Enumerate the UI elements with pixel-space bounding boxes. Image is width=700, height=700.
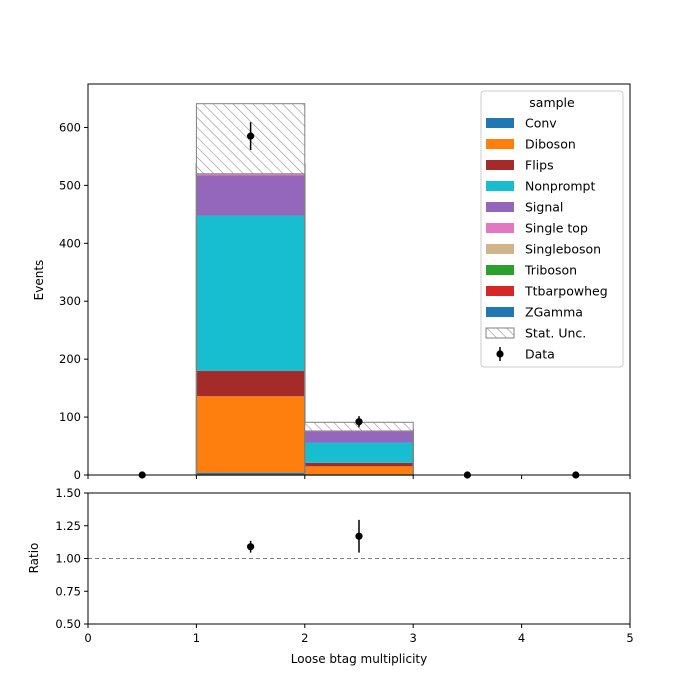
main-plot-frame xyxy=(87,83,631,476)
ratio-y-tick-label-0.50: 0.50 xyxy=(55,617,81,631)
legend-label-diboson: Diboson xyxy=(525,137,576,152)
main-y-tick-label-100: 100 xyxy=(59,410,81,424)
legend-label-ttbarpowheg: Ttbarpowheg xyxy=(524,284,608,299)
legend-label-nonprompt: Nonprompt xyxy=(525,179,595,194)
bar-conv-bin-1 xyxy=(196,472,305,475)
legend: sample Conv Diboson Flips Nonprompt Signal Si… xyxy=(480,90,624,368)
data-points-layer xyxy=(138,122,580,479)
legend-swatch-signal xyxy=(486,202,514,212)
main-y-axis: 0 100 200 300 400 500 600 xyxy=(59,120,88,482)
ratio-y-axis: 0.50 0.75 1.00 1.25 1.50 xyxy=(55,486,88,631)
legend-label-zgamma: ZGamma xyxy=(525,305,583,320)
bar-single-top-bin-1 xyxy=(196,174,305,176)
bar-diboson-bin-2 xyxy=(304,466,414,475)
ratio-point-1 xyxy=(355,532,363,540)
bar-nonprompt-bin-2 xyxy=(304,442,414,463)
x-tick-label-5: 5 xyxy=(626,631,633,645)
main-y-tick-label-400: 400 xyxy=(59,236,81,250)
legend-swatch-zgamma xyxy=(486,307,514,317)
legend-label-signal: Signal xyxy=(525,200,563,215)
ratio-y-tick-label-1.25: 1.25 xyxy=(55,519,81,533)
legend-label-flips: Flips xyxy=(525,158,554,173)
main-y-tick-label-600: 600 xyxy=(59,120,81,134)
legend-swatch-diboson xyxy=(486,139,514,149)
bar-signal-bin-1 xyxy=(196,175,305,216)
bar-diboson-bin-1 xyxy=(196,396,305,473)
bar-flips-bin-1 xyxy=(196,370,305,397)
bar-signal-bin-2 xyxy=(304,431,414,443)
ratio-points-layer xyxy=(247,519,363,553)
x-axis-label: Loose btag multiplicity xyxy=(291,652,427,666)
x-tick-label-0: 0 xyxy=(84,631,91,645)
legend-label-triboson: Triboson xyxy=(524,263,577,278)
data-point-2 xyxy=(355,418,363,426)
main-y-tick-label-0: 0 xyxy=(74,468,81,482)
main-x-axis-ticks xyxy=(87,475,631,479)
main-y-axis-label: Events xyxy=(32,260,46,301)
legend-swatch-stat-unc xyxy=(485,327,515,339)
legend-swatch-triboson xyxy=(486,265,514,275)
legend-swatch-single-top xyxy=(486,223,514,233)
legend-swatch-ttbarpowheg xyxy=(486,286,514,296)
ratio-y-tick-label-1.50: 1.50 xyxy=(55,486,81,500)
ratio-y-tick-label-0.75: 0.75 xyxy=(55,584,81,598)
legend-label-data: Data xyxy=(525,347,555,362)
legend-box xyxy=(480,90,624,368)
legend-title: sample xyxy=(529,95,575,110)
legend-label-single-top: Single top xyxy=(525,221,588,236)
legend-label-stat-unc: Stat. Unc. xyxy=(525,326,586,341)
data-point-1 xyxy=(247,132,255,140)
bar-flips-bin-2 xyxy=(304,462,414,467)
legend-swatch-singleboson xyxy=(486,244,514,254)
legend-swatch-flips xyxy=(486,160,514,170)
main-y-tick-label-300: 300 xyxy=(59,294,81,308)
legend-data-marker xyxy=(496,350,504,358)
main-y-tick-label-500: 500 xyxy=(59,178,81,192)
ratio-point-0 xyxy=(247,543,255,551)
ratio-y-tick-label-1.00: 1.00 xyxy=(55,552,81,566)
ratio-y-axis-label: Ratio xyxy=(27,543,41,574)
x-tick-label-1: 1 xyxy=(193,631,200,645)
x-tick-label-2: 2 xyxy=(301,631,308,645)
ratio-plot-frame xyxy=(87,492,631,625)
legend-swatch-conv xyxy=(486,118,514,128)
bar-nonprompt-bin-1 xyxy=(196,215,305,371)
legend-swatch-nonprompt xyxy=(486,181,514,191)
legend-label-singleboson: Singleboson xyxy=(525,242,601,257)
x-tick-label-4: 4 xyxy=(518,631,525,645)
x-tick-label-3: 3 xyxy=(410,631,417,645)
main-y-tick-label-200: 200 xyxy=(59,352,81,366)
legend-label-conv: Conv xyxy=(525,116,557,131)
ratio-x-axis: 0 1 2 3 4 5 xyxy=(84,624,634,645)
